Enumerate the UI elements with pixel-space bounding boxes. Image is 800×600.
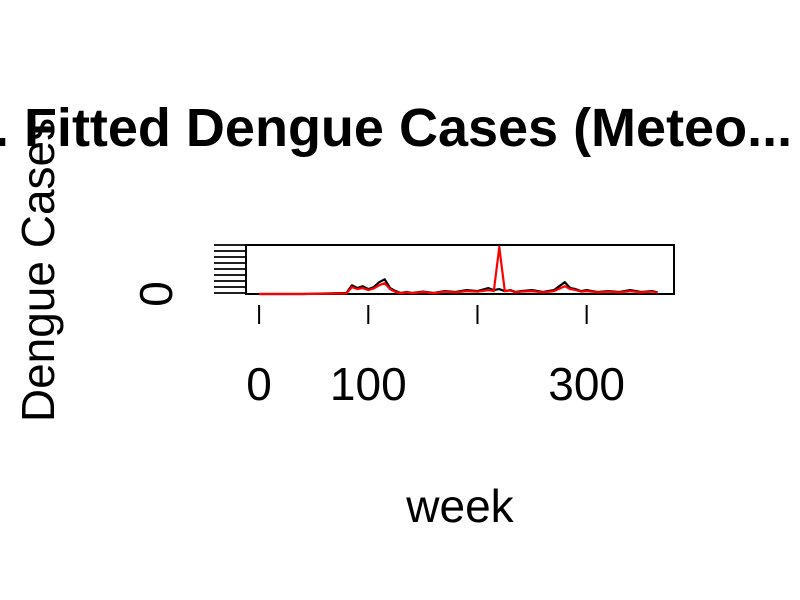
x-axis-ticks: 0 100 300 [246,305,625,410]
chart-title: ... Fitted Dengue Cases (Meteo... [0,98,792,158]
x-tick-label: 300 [548,358,625,410]
y-tick-label: 0 [130,281,182,307]
series-line-1 [259,245,658,296]
x-tick-label: 100 [330,358,407,410]
plot-frame [245,244,675,295]
y-axis-label: Dengue Cases [12,118,64,422]
series-layer [259,245,658,296]
y-axis-ticks [214,244,246,294]
x-tick-label: 0 [246,358,272,410]
x-axis-label: week [405,480,514,532]
